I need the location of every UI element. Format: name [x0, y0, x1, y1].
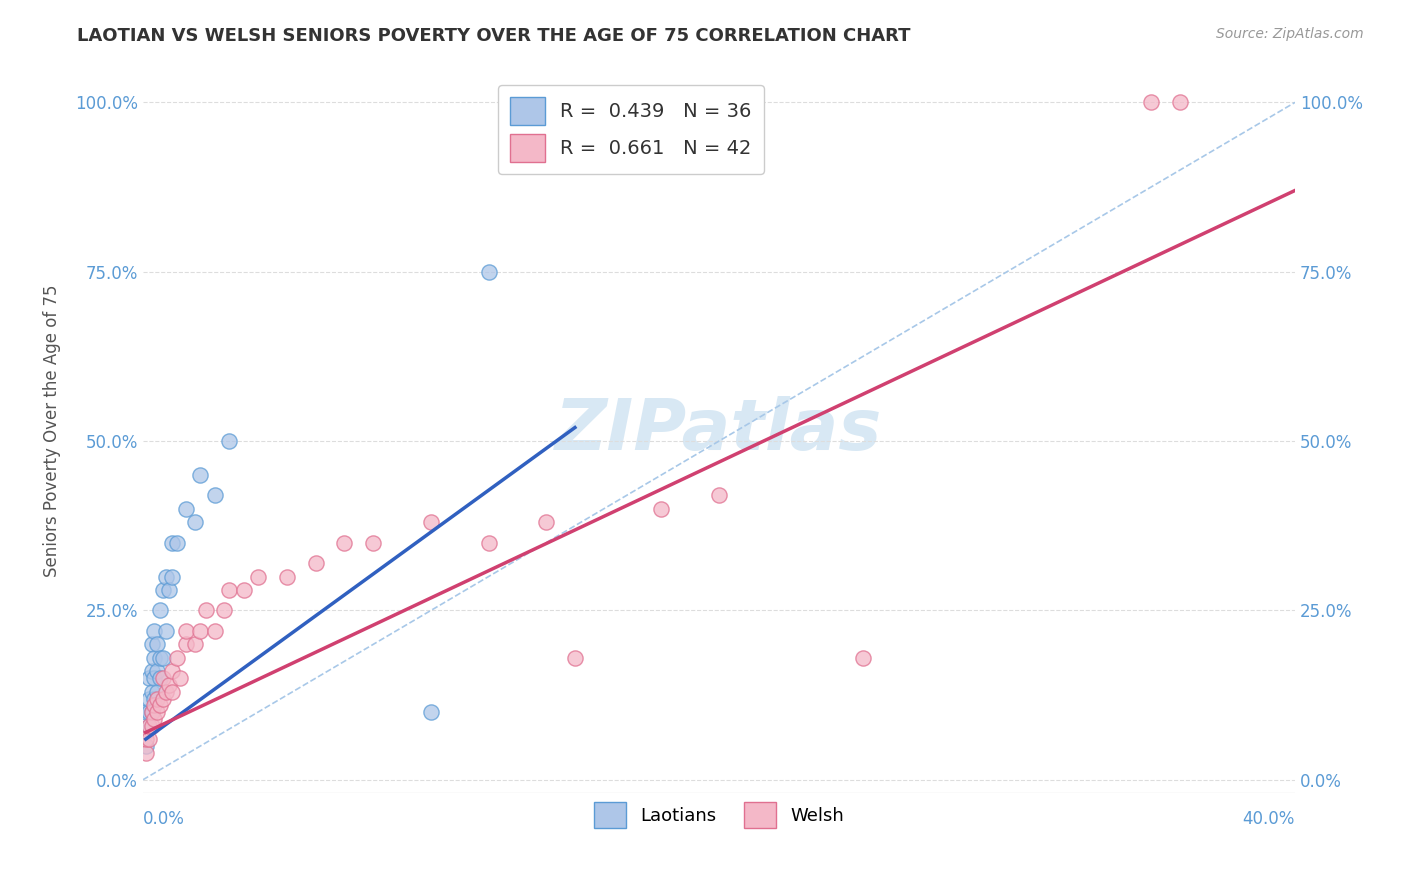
Point: [146, 665, 169, 679]
Point: [135, 732, 157, 747]
Point: [218, 434, 240, 449]
Point: [155, 569, 177, 583]
Point: [212, 603, 235, 617]
Point: [135, 739, 157, 753]
Point: [1140, 95, 1163, 110]
Point: [138, 732, 160, 747]
Point: [135, 746, 157, 760]
Point: [141, 705, 163, 719]
Point: [218, 583, 240, 598]
Point: [160, 684, 183, 698]
Point: [160, 665, 183, 679]
Point: [204, 624, 226, 638]
Point: [143, 651, 166, 665]
Point: [152, 651, 174, 665]
Point: [305, 556, 328, 570]
Point: [146, 691, 169, 706]
Point: [333, 535, 356, 549]
Point: [363, 535, 385, 549]
Y-axis label: Seniors Poverty Over the Age of 75: Seniors Poverty Over the Age of 75: [44, 285, 60, 577]
Point: [149, 671, 172, 685]
Point: [160, 569, 183, 583]
Point: [157, 583, 180, 598]
Point: [419, 705, 441, 719]
Point: [276, 569, 298, 583]
Point: [155, 624, 177, 638]
Point: [174, 501, 197, 516]
Point: [149, 603, 172, 617]
Point: [135, 725, 157, 739]
Point: [152, 583, 174, 598]
Point: [477, 535, 499, 549]
Point: [564, 651, 586, 665]
Point: [477, 265, 499, 279]
Point: [152, 671, 174, 685]
Point: [152, 691, 174, 706]
Point: [138, 718, 160, 732]
Text: ZIPatlas: ZIPatlas: [555, 396, 883, 466]
Point: [138, 671, 160, 685]
Point: [141, 684, 163, 698]
Point: [195, 603, 218, 617]
Point: [146, 637, 169, 651]
Point: [146, 705, 169, 719]
Point: [138, 691, 160, 706]
Point: [143, 671, 166, 685]
Point: [138, 705, 160, 719]
Point: [146, 684, 169, 698]
Point: [852, 651, 875, 665]
Point: [141, 718, 163, 732]
Point: [160, 535, 183, 549]
Point: [707, 488, 730, 502]
Point: [143, 691, 166, 706]
Point: [169, 671, 191, 685]
Point: [190, 467, 212, 482]
Point: [1168, 95, 1191, 110]
Point: [419, 516, 441, 530]
Point: [138, 718, 160, 732]
Point: [183, 637, 205, 651]
Point: [247, 569, 270, 583]
Point: [149, 698, 172, 713]
Point: [157, 678, 180, 692]
Point: [190, 624, 212, 638]
Text: 40.0%: 40.0%: [1243, 810, 1295, 828]
Point: [141, 665, 163, 679]
Point: [183, 516, 205, 530]
Point: [149, 651, 172, 665]
Text: Source: ZipAtlas.com: Source: ZipAtlas.com: [1216, 27, 1364, 41]
Point: [143, 712, 166, 726]
Text: LAOTIAN VS WELSH SENIORS POVERTY OVER THE AGE OF 75 CORRELATION CHART: LAOTIAN VS WELSH SENIORS POVERTY OVER TH…: [77, 27, 911, 45]
Point: [204, 488, 226, 502]
Point: [534, 516, 557, 530]
Point: [232, 583, 254, 598]
Point: [135, 705, 157, 719]
Legend: Laotians, Welsh: Laotians, Welsh: [586, 795, 852, 835]
Point: [174, 624, 197, 638]
Point: [141, 705, 163, 719]
Point: [174, 637, 197, 651]
Point: [141, 637, 163, 651]
Point: [166, 651, 188, 665]
Text: 0.0%: 0.0%: [143, 810, 184, 828]
Point: [166, 535, 188, 549]
Point: [143, 624, 166, 638]
Point: [650, 501, 672, 516]
Point: [143, 698, 166, 713]
Point: [155, 684, 177, 698]
